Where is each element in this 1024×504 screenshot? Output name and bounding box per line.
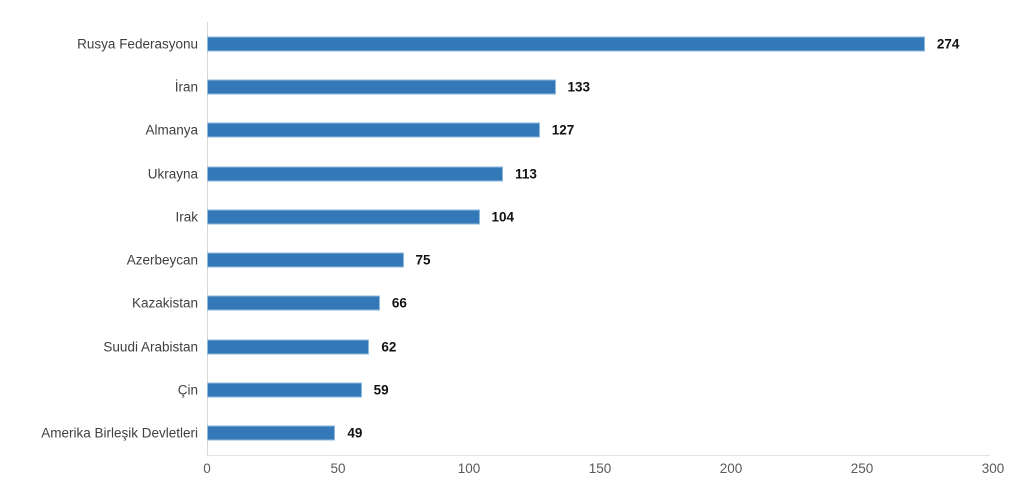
bar-row: Ukrayna 113 xyxy=(0,152,1024,195)
bar xyxy=(207,339,370,355)
category-label: Kazakistan xyxy=(131,295,198,311)
value-label: 49 xyxy=(347,425,363,441)
x-tick-label: 250 xyxy=(850,461,874,476)
bar xyxy=(207,79,556,95)
x-tick-label: 100 xyxy=(457,461,481,476)
x-tick-label: 300 xyxy=(981,461,1005,476)
category-label: Irak xyxy=(175,209,198,225)
category-label: Suudi Arabistan xyxy=(103,338,198,354)
x-axis-line xyxy=(207,455,990,456)
value-label: 274 xyxy=(936,35,960,51)
bar xyxy=(207,252,404,268)
bar xyxy=(207,425,336,441)
x-tick-label: 0 xyxy=(203,461,211,476)
value-label: 66 xyxy=(391,295,407,311)
bar-row: Irak 104 xyxy=(0,195,1024,238)
bar xyxy=(207,36,925,52)
bar-row: Çin 59 xyxy=(0,368,1024,411)
bar xyxy=(207,166,504,182)
category-label: Azerbeycan xyxy=(126,252,198,268)
value-label: 127 xyxy=(551,122,575,138)
bar xyxy=(207,122,540,138)
x-tick-label: 150 xyxy=(588,461,612,476)
bar xyxy=(207,209,480,225)
category-label: Rusya Federasyonu xyxy=(77,35,198,51)
value-label: 113 xyxy=(515,165,537,181)
bar xyxy=(207,295,380,311)
value-label: 59 xyxy=(373,382,389,398)
bar-row: Almanya 127 xyxy=(0,109,1024,152)
x-tick-label: 200 xyxy=(719,461,743,476)
value-label: 133 xyxy=(567,79,591,95)
value-label: 75 xyxy=(415,252,431,268)
bar xyxy=(207,382,362,398)
category-label: İran xyxy=(174,79,198,95)
bar-row: İran 133 xyxy=(0,65,1024,108)
y-axis-line xyxy=(207,22,208,455)
bar-row: Azerbeycan 75 xyxy=(0,238,1024,281)
bar-row: Kazakistan 66 xyxy=(0,282,1024,325)
value-label: 104 xyxy=(491,209,515,225)
category-label: Almanya xyxy=(145,122,198,138)
category-label: Amerika Birleşik Devletleri xyxy=(41,425,198,441)
category-label: Ukrayna xyxy=(147,165,198,181)
plot-area: Rusya Federasyonu 274 İran 133 Almanya 127 Ukr… xyxy=(0,22,1024,455)
category-label: Çin xyxy=(177,382,198,398)
value-label: 62 xyxy=(381,338,397,354)
bar-row: Amerika Birleşik Devletleri 49 xyxy=(0,412,1024,455)
bar-row: Rusya Federasyonu 274 xyxy=(0,22,1024,65)
bar-row: Suudi Arabistan 62 xyxy=(0,325,1024,368)
x-tick-label: 50 xyxy=(330,461,346,476)
